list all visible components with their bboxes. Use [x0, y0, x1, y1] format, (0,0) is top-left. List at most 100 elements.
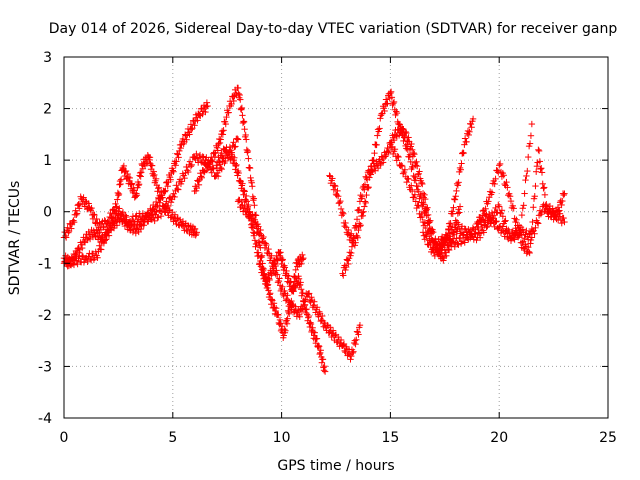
data-point-marker	[424, 204, 431, 211]
data-point-marker	[218, 165, 225, 173]
data-point-marker	[222, 120, 229, 128]
data-point-marker	[290, 283, 298, 290]
data-point-marker	[312, 339, 320, 347]
data-point-marker	[268, 301, 275, 308]
data-point-marker	[86, 205, 94, 213]
data-point-marker	[213, 162, 220, 169]
data-point-marker	[298, 307, 306, 315]
data-point-marker	[311, 298, 318, 305]
data-point-marker	[538, 165, 545, 172]
x-tick-label: 0	[60, 430, 69, 446]
data-point-marker	[456, 203, 464, 210]
data-point-marker	[355, 331, 362, 338]
data-point-marker	[253, 240, 260, 248]
data-point-marker	[88, 204, 95, 212]
data-point-marker	[456, 209, 463, 216]
data-point-marker	[320, 364, 327, 371]
data-point-marker	[313, 304, 321, 311]
data-point-marker	[337, 336, 345, 344]
data-point-marker	[305, 312, 312, 320]
data-point-marker	[556, 210, 564, 217]
data-point-marker	[299, 256, 307, 263]
data-point-marker	[150, 168, 157, 175]
data-point-marker	[395, 120, 403, 128]
data-point-marker	[127, 222, 135, 229]
data-point-marker	[514, 232, 521, 239]
data-point-marker	[418, 213, 426, 221]
data-point-marker	[408, 146, 416, 154]
data-point-marker	[167, 176, 174, 183]
data-point-marker	[177, 144, 184, 152]
data-point-marker	[356, 206, 363, 213]
data-point-marker	[541, 191, 549, 199]
data-point-marker	[248, 179, 255, 186]
data-point-marker	[355, 226, 362, 234]
data-point-marker	[259, 272, 267, 279]
data-point-marker	[179, 135, 187, 143]
data-point-marker	[225, 109, 232, 116]
data-point-marker	[401, 166, 409, 173]
data-point-marker	[202, 108, 209, 116]
data-point-marker	[121, 168, 128, 176]
data-point-marker	[264, 282, 271, 289]
data-point-marker	[511, 236, 518, 243]
data-point-marker	[173, 158, 180, 165]
data-point-marker	[465, 236, 472, 243]
data-point-marker	[419, 199, 427, 207]
data-point-marker	[243, 198, 250, 205]
data-point-marker	[348, 352, 355, 360]
data-point-marker	[137, 173, 144, 180]
data-point-marker	[463, 138, 470, 146]
data-point-marker	[350, 233, 357, 241]
data-point-marker	[238, 198, 245, 206]
data-point-marker	[496, 160, 504, 168]
data-point-marker	[85, 200, 92, 207]
data-point-marker	[475, 225, 482, 233]
data-point-marker	[193, 150, 200, 158]
data-point-marker	[458, 160, 465, 167]
data-point-marker	[206, 163, 213, 170]
data-point-marker	[123, 213, 130, 221]
data-point-marker	[424, 211, 432, 219]
data-point-marker	[187, 121, 195, 128]
data-point-marker	[309, 328, 317, 336]
data-point-marker	[64, 224, 71, 231]
data-point-marker	[513, 216, 520, 223]
data-point-marker	[252, 212, 260, 219]
data-point-marker	[302, 296, 309, 303]
data-point-marker	[319, 312, 326, 320]
data-point-marker	[183, 136, 190, 143]
data-point-marker	[519, 205, 526, 212]
data-point-marker	[375, 128, 382, 135]
x-tick-label: 15	[381, 430, 399, 446]
data-point-marker	[461, 135, 469, 142]
data-point-marker	[334, 187, 341, 195]
data-point-marker	[251, 202, 258, 209]
data-point-marker	[80, 194, 87, 201]
data-point-marker	[468, 231, 476, 238]
data-point-marker	[363, 176, 371, 183]
data-point-marker	[116, 177, 124, 185]
data-point-marker	[527, 240, 534, 247]
data-point-marker	[444, 241, 451, 249]
data-point-marker	[540, 184, 548, 191]
data-point-marker	[412, 198, 419, 205]
data-point-marker	[307, 320, 315, 328]
data-point-marker	[430, 249, 438, 257]
data-point-marker	[412, 162, 419, 169]
data-point-marker	[532, 168, 540, 175]
data-point-marker	[554, 204, 562, 211]
data-point-marker	[223, 113, 230, 121]
data-point-marker	[234, 84, 242, 92]
data-point-marker	[414, 171, 422, 178]
data-point-marker	[334, 333, 342, 341]
data-point-marker	[309, 324, 316, 331]
data-point-marker	[353, 328, 361, 335]
data-point-marker	[68, 260, 75, 268]
data-point-marker	[218, 127, 226, 135]
data-point-marker	[356, 321, 364, 329]
data-point-marker	[274, 271, 281, 278]
data-point-marker	[163, 198, 170, 205]
data-point-marker	[292, 284, 299, 292]
data-point-marker	[393, 109, 401, 117]
